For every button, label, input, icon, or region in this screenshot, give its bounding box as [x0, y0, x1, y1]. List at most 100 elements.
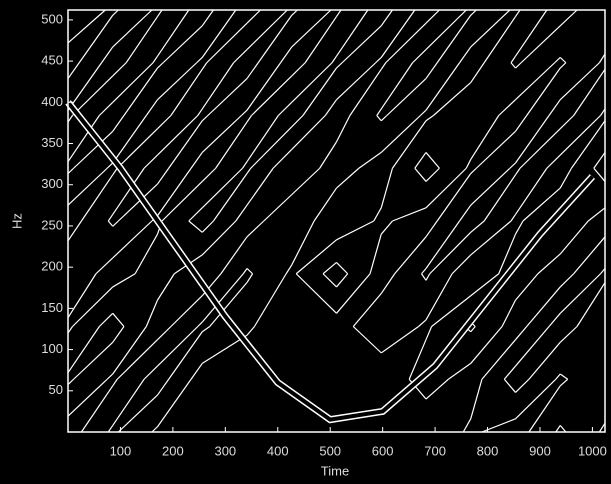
contour-line	[475, 130, 516, 169]
contour-line	[336, 273, 349, 288]
contour-line	[197, 108, 203, 116]
contour-line	[425, 326, 433, 340]
y-tick-label: 50	[49, 382, 63, 397]
contour-line	[112, 326, 125, 343]
contour-line	[212, 173, 248, 222]
contour-line	[425, 9, 440, 24]
contour-line	[112, 273, 136, 288]
contour-line	[302, 67, 337, 116]
contour-line	[201, 167, 217, 182]
contour-line	[470, 9, 511, 48]
contour-line	[112, 167, 145, 215]
contour-line	[106, 162, 114, 169]
contour-line	[352, 326, 382, 354]
contour-line	[157, 62, 198, 101]
contour-line	[537, 253, 561, 275]
contour-line	[548, 99, 561, 116]
contour-line	[408, 339, 427, 380]
contour-line	[73, 130, 114, 169]
contour-line	[510, 214, 516, 222]
contour-line	[431, 295, 472, 327]
contour-line	[73, 341, 114, 380]
contour-line	[246, 167, 274, 206]
contour-line	[528, 341, 561, 380]
contour-line	[313, 187, 337, 222]
contour-line	[380, 62, 387, 70]
contour-line	[240, 109, 248, 116]
contour-line	[291, 62, 306, 77]
contour-line	[112, 378, 118, 387]
contour-line	[559, 115, 601, 156]
contour-line	[559, 326, 578, 343]
contour-line	[246, 220, 265, 238]
contour-line	[215, 121, 248, 169]
contour-line	[168, 331, 203, 380]
contour-line	[295, 239, 337, 275]
contour-line	[470, 220, 485, 233]
contour-line	[246, 326, 255, 336]
contour-line	[548, 312, 561, 327]
contour-line	[152, 55, 158, 64]
contour-line	[425, 115, 434, 122]
contour-line	[425, 220, 461, 269]
x-tick-label: 800	[477, 443, 499, 458]
contour-line	[201, 115, 242, 153]
contour-line	[280, 46, 293, 64]
contour-line	[291, 9, 298, 16]
contour-line	[246, 9, 261, 24]
contour-line	[470, 9, 477, 16]
contour-line	[559, 115, 575, 130]
plot-frame	[67, 9, 606, 433]
contour-line	[470, 167, 477, 174]
ridge-line	[66, 101, 594, 422]
contour-line	[526, 286, 561, 327]
contour-line	[72, 286, 114, 327]
contour-line	[559, 9, 578, 27]
contour-line	[419, 109, 427, 116]
contour-line	[246, 268, 254, 275]
contour-line	[598, 422, 606, 433]
contour-line	[235, 204, 248, 222]
contour-line	[436, 14, 472, 64]
contour-line	[201, 62, 208, 70]
contour-line	[425, 167, 467, 209]
y-tick-label: 250	[41, 217, 63, 232]
contour-line	[324, 99, 337, 116]
contour-line	[470, 273, 500, 297]
contour-line	[358, 151, 382, 169]
contour-line	[380, 9, 416, 58]
contour-line	[593, 152, 606, 169]
contour-line	[201, 220, 237, 256]
contour-line	[515, 167, 521, 176]
contour-line	[459, 46, 472, 64]
x-tick-label: 300	[214, 443, 236, 458]
contour-line	[107, 214, 114, 222]
contour-line	[117, 183, 158, 222]
contour-line	[470, 220, 512, 256]
contour-line	[196, 57, 203, 64]
x-tick-label: 100	[110, 443, 132, 458]
contour-line	[116, 128, 158, 169]
contour-line	[470, 326, 503, 364]
contour-line	[394, 236, 427, 275]
contour-line	[425, 167, 440, 182]
contour-line	[242, 268, 248, 275]
contour-line	[291, 167, 321, 196]
contour-line	[380, 115, 388, 122]
contour-line	[263, 194, 293, 222]
contour-line	[209, 282, 248, 327]
y-tick-label: 450	[41, 53, 63, 68]
contour-line	[157, 378, 192, 428]
contour-line	[291, 115, 326, 150]
contour-line	[559, 273, 575, 288]
contour-line	[201, 220, 214, 233]
contour-line	[246, 9, 288, 50]
contour-line	[157, 9, 190, 57]
contour-line	[559, 378, 569, 387]
contour-line	[112, 62, 127, 77]
contour-line	[375, 57, 382, 64]
contour-line	[190, 363, 203, 380]
contour-line	[253, 273, 287, 327]
contour-line	[145, 99, 158, 116]
